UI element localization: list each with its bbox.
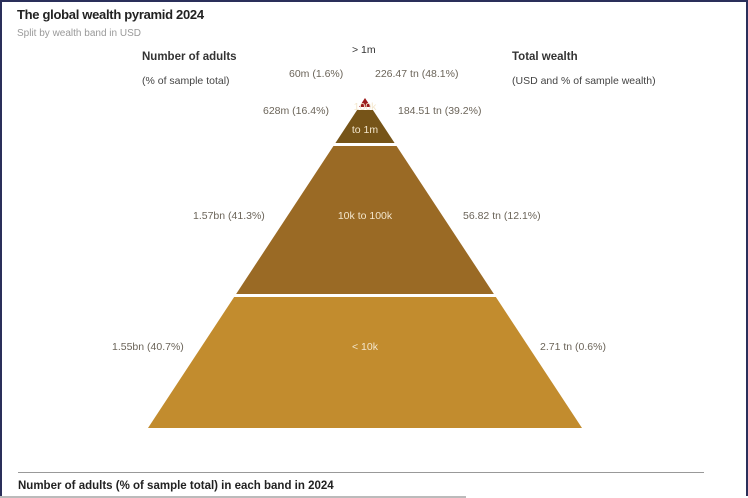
band-100k-1m — [335, 110, 395, 143]
divider-bottom — [0, 496, 466, 498]
adults-label-under-10k: 1.55bn (40.7%) — [112, 341, 184, 353]
adults-label-100k-1m: 628m (16.4%) — [263, 105, 329, 117]
wealth-label-under-10k: 2.71 tn (0.6%) — [540, 341, 606, 353]
band-label-100k-1m-line1: 100k — [353, 101, 377, 113]
wealth-label-100k-1m: 184.51 tn (39.2%) — [398, 105, 482, 117]
band-label-10k-100k: 10k to 100k — [337, 210, 393, 222]
band-10k-100k — [236, 146, 494, 294]
section-heading: Number of adults (% of sample total) in … — [18, 480, 334, 492]
adults-label-10k-100k: 1.57bn (41.3%) — [193, 210, 265, 222]
adults-header: Number of adults — [142, 51, 237, 63]
band-label-under-10k: < 10k — [352, 341, 378, 353]
adults-label-over-1m: 60m (1.6%) — [289, 68, 344, 80]
band-label-100k-1m-line2: to 1m — [351, 124, 379, 136]
chart-subtitle: Split by wealth band in USD — [17, 28, 141, 39]
band-label-over-1m: > 1m — [352, 44, 376, 56]
wealth-header: Total wealth — [512, 51, 578, 63]
chart-title: The global wealth pyramid 2024 — [17, 7, 204, 22]
wealth-label-10k-100k: 56.82 tn (12.1%) — [463, 210, 541, 222]
wealth-label-over-1m: 226.47 tn (48.1%) — [375, 68, 459, 80]
adults-subheader: (% of sample total) — [142, 75, 230, 87]
wealth-subheader: (USD and % of sample wealth) — [512, 75, 656, 87]
band-over-1m — [359, 98, 371, 107]
divider — [18, 472, 704, 473]
band-under-10k — [148, 297, 582, 428]
